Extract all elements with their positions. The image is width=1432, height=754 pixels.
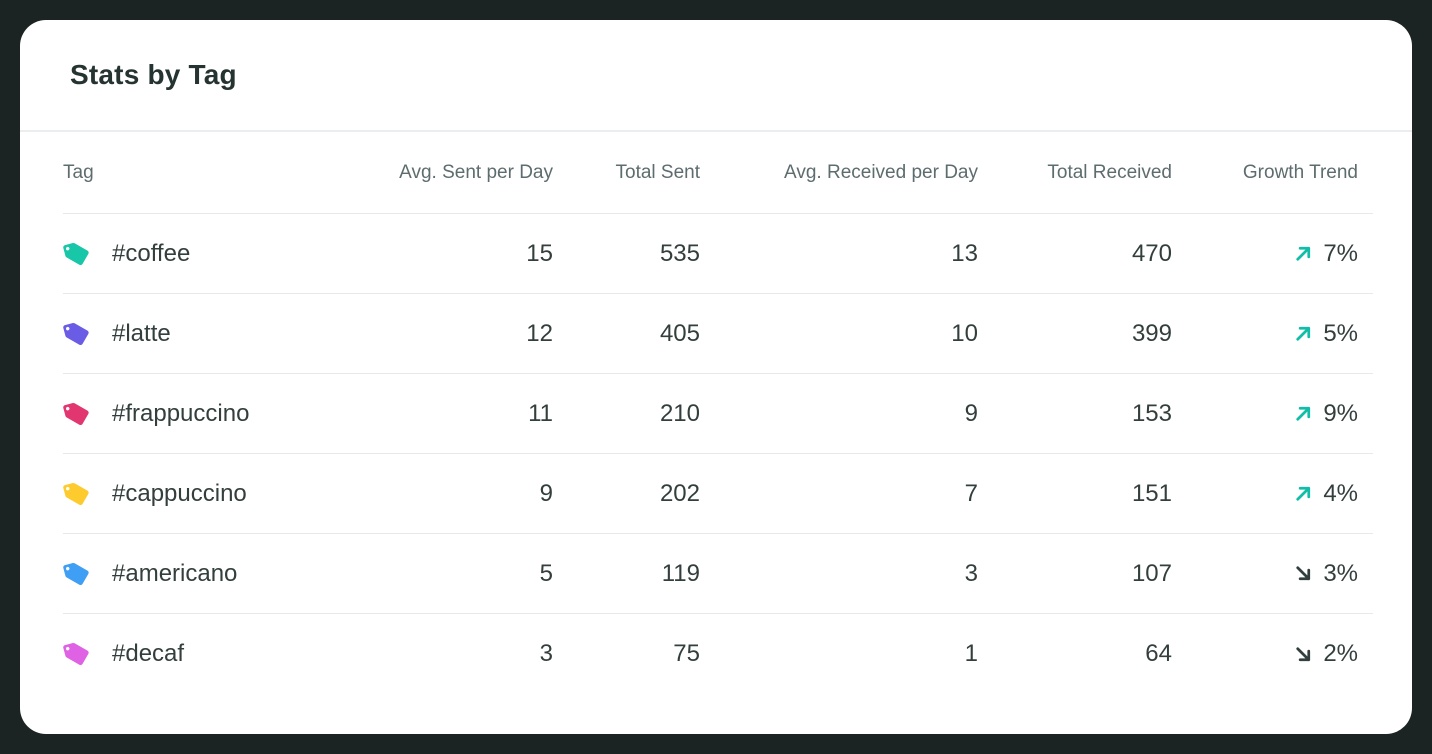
cell-total-sent: 202: [659, 479, 700, 507]
cell-avg-sent: 5: [539, 559, 553, 587]
column-header-avg-received: Avg. Received per Day: [784, 161, 978, 183]
tag-label: #decaf: [112, 640, 185, 667]
tag-cell: #coffee: [63, 240, 353, 268]
tag-icon: [63, 642, 89, 666]
column-header-total-received: Total Received: [1047, 161, 1172, 183]
stats-table: Tag Avg. Sent per Day Total Sent Avg. Recei…: [63, 132, 1373, 694]
tag-cell: #americano: [63, 560, 353, 588]
table-body: #coffee 15 535 13 470 7% #latte 12 405 1…: [63, 214, 1373, 694]
trend-value: 9%: [1323, 399, 1358, 427]
column-header-tag: Tag: [63, 161, 94, 183]
table-row: #latte 12 405 10 399 5%: [63, 294, 1373, 374]
trend-value: 5%: [1323, 319, 1358, 347]
cell-avg-sent: 9: [539, 479, 553, 507]
tag-icon: [63, 562, 89, 585]
table-row: #frappuccino 11 210 9 153 9%: [63, 374, 1373, 454]
cell-total-received: 399: [1131, 319, 1172, 347]
trend-value: 2%: [1323, 640, 1358, 667]
cell-avg-sent: 12: [526, 319, 553, 347]
trend-cell: 9%: [1172, 400, 1373, 428]
tag-label: #cappuccino: [112, 479, 247, 507]
tag-cell: #cappuccino: [63, 480, 353, 508]
tag-icon: [63, 322, 89, 345]
tag-label: #coffee: [112, 239, 191, 267]
column-header-growth-trend: Growth Trend: [1242, 161, 1358, 183]
trend-value: 3%: [1323, 559, 1358, 587]
cell-total-received: 151: [1131, 479, 1172, 507]
page-title: Stats by Tag: [70, 59, 237, 90]
cell-total-sent: 119: [661, 559, 700, 587]
trend-cell: 4%: [1172, 480, 1373, 508]
cell-avg-received: 13: [951, 239, 978, 267]
cell-avg-received: 1: [964, 640, 978, 667]
trend-up-icon: [1296, 486, 1311, 501]
cell-total-received: 153: [1131, 399, 1172, 427]
cell-avg-received: 3: [964, 559, 978, 587]
trend-cell: 3%: [1172, 560, 1373, 588]
cell-avg-sent: 11: [528, 399, 553, 427]
trend-up-icon: [1296, 246, 1311, 261]
tag-label: #frappuccino: [112, 399, 250, 427]
cell-total-sent: 405: [659, 319, 700, 347]
trend-value: 7%: [1323, 239, 1358, 267]
cell-total-received: 470: [1131, 239, 1172, 267]
trend-cell: 7%: [1172, 240, 1373, 268]
stats-card: Stats by Tag Tag Avg. Sent per Day Total S…: [20, 20, 1412, 734]
tag-cell: #decaf: [63, 640, 353, 668]
card-header: Stats by Tag: [20, 20, 1412, 132]
tag-cell: #latte: [63, 320, 353, 348]
cell-total-sent: 210: [659, 399, 700, 427]
cell-avg-received: 10: [951, 319, 978, 347]
trend-cell: 2%: [1172, 640, 1373, 668]
table-row: #coffee 15 535 13 470 7%: [63, 214, 1373, 294]
cell-total-received: 64: [1145, 640, 1172, 667]
tag-icon: [63, 242, 89, 265]
tag-icon: [63, 402, 89, 425]
table-header-row: Tag Avg. Sent per Day Total Sent Avg. Recei…: [63, 132, 1373, 214]
trend-cell: 5%: [1172, 320, 1373, 348]
tag-label: #latte: [112, 319, 171, 347]
trend-value: 4%: [1323, 479, 1358, 507]
cell-total-sent: 75: [673, 640, 700, 667]
cell-avg-sent: 15: [526, 239, 553, 267]
column-header-avg-sent: Avg. Sent per Day: [399, 161, 553, 183]
trend-down-icon: [1296, 646, 1311, 661]
cell-avg-received: 7: [964, 479, 978, 507]
trend-down-icon: [1296, 566, 1311, 581]
trend-up-icon: [1296, 406, 1311, 421]
cell-total-sent: 535: [659, 239, 700, 267]
table-row: #decaf 3 75 1 64 2%: [63, 614, 1373, 694]
column-header-total-sent: Total Sent: [615, 161, 701, 183]
table-row: #cappuccino 9 202 7 151 4%: [63, 454, 1373, 534]
tag-label: #americano: [112, 559, 238, 587]
trend-up-icon: [1296, 326, 1311, 341]
cell-total-received: 107: [1131, 559, 1172, 587]
tag-cell: #frappuccino: [63, 400, 353, 428]
tag-icon: [63, 482, 89, 505]
cell-avg-sent: 3: [539, 640, 553, 667]
cell-avg-received: 9: [964, 399, 978, 427]
table-row: #americano 5 119 3 107 3%: [63, 534, 1373, 614]
